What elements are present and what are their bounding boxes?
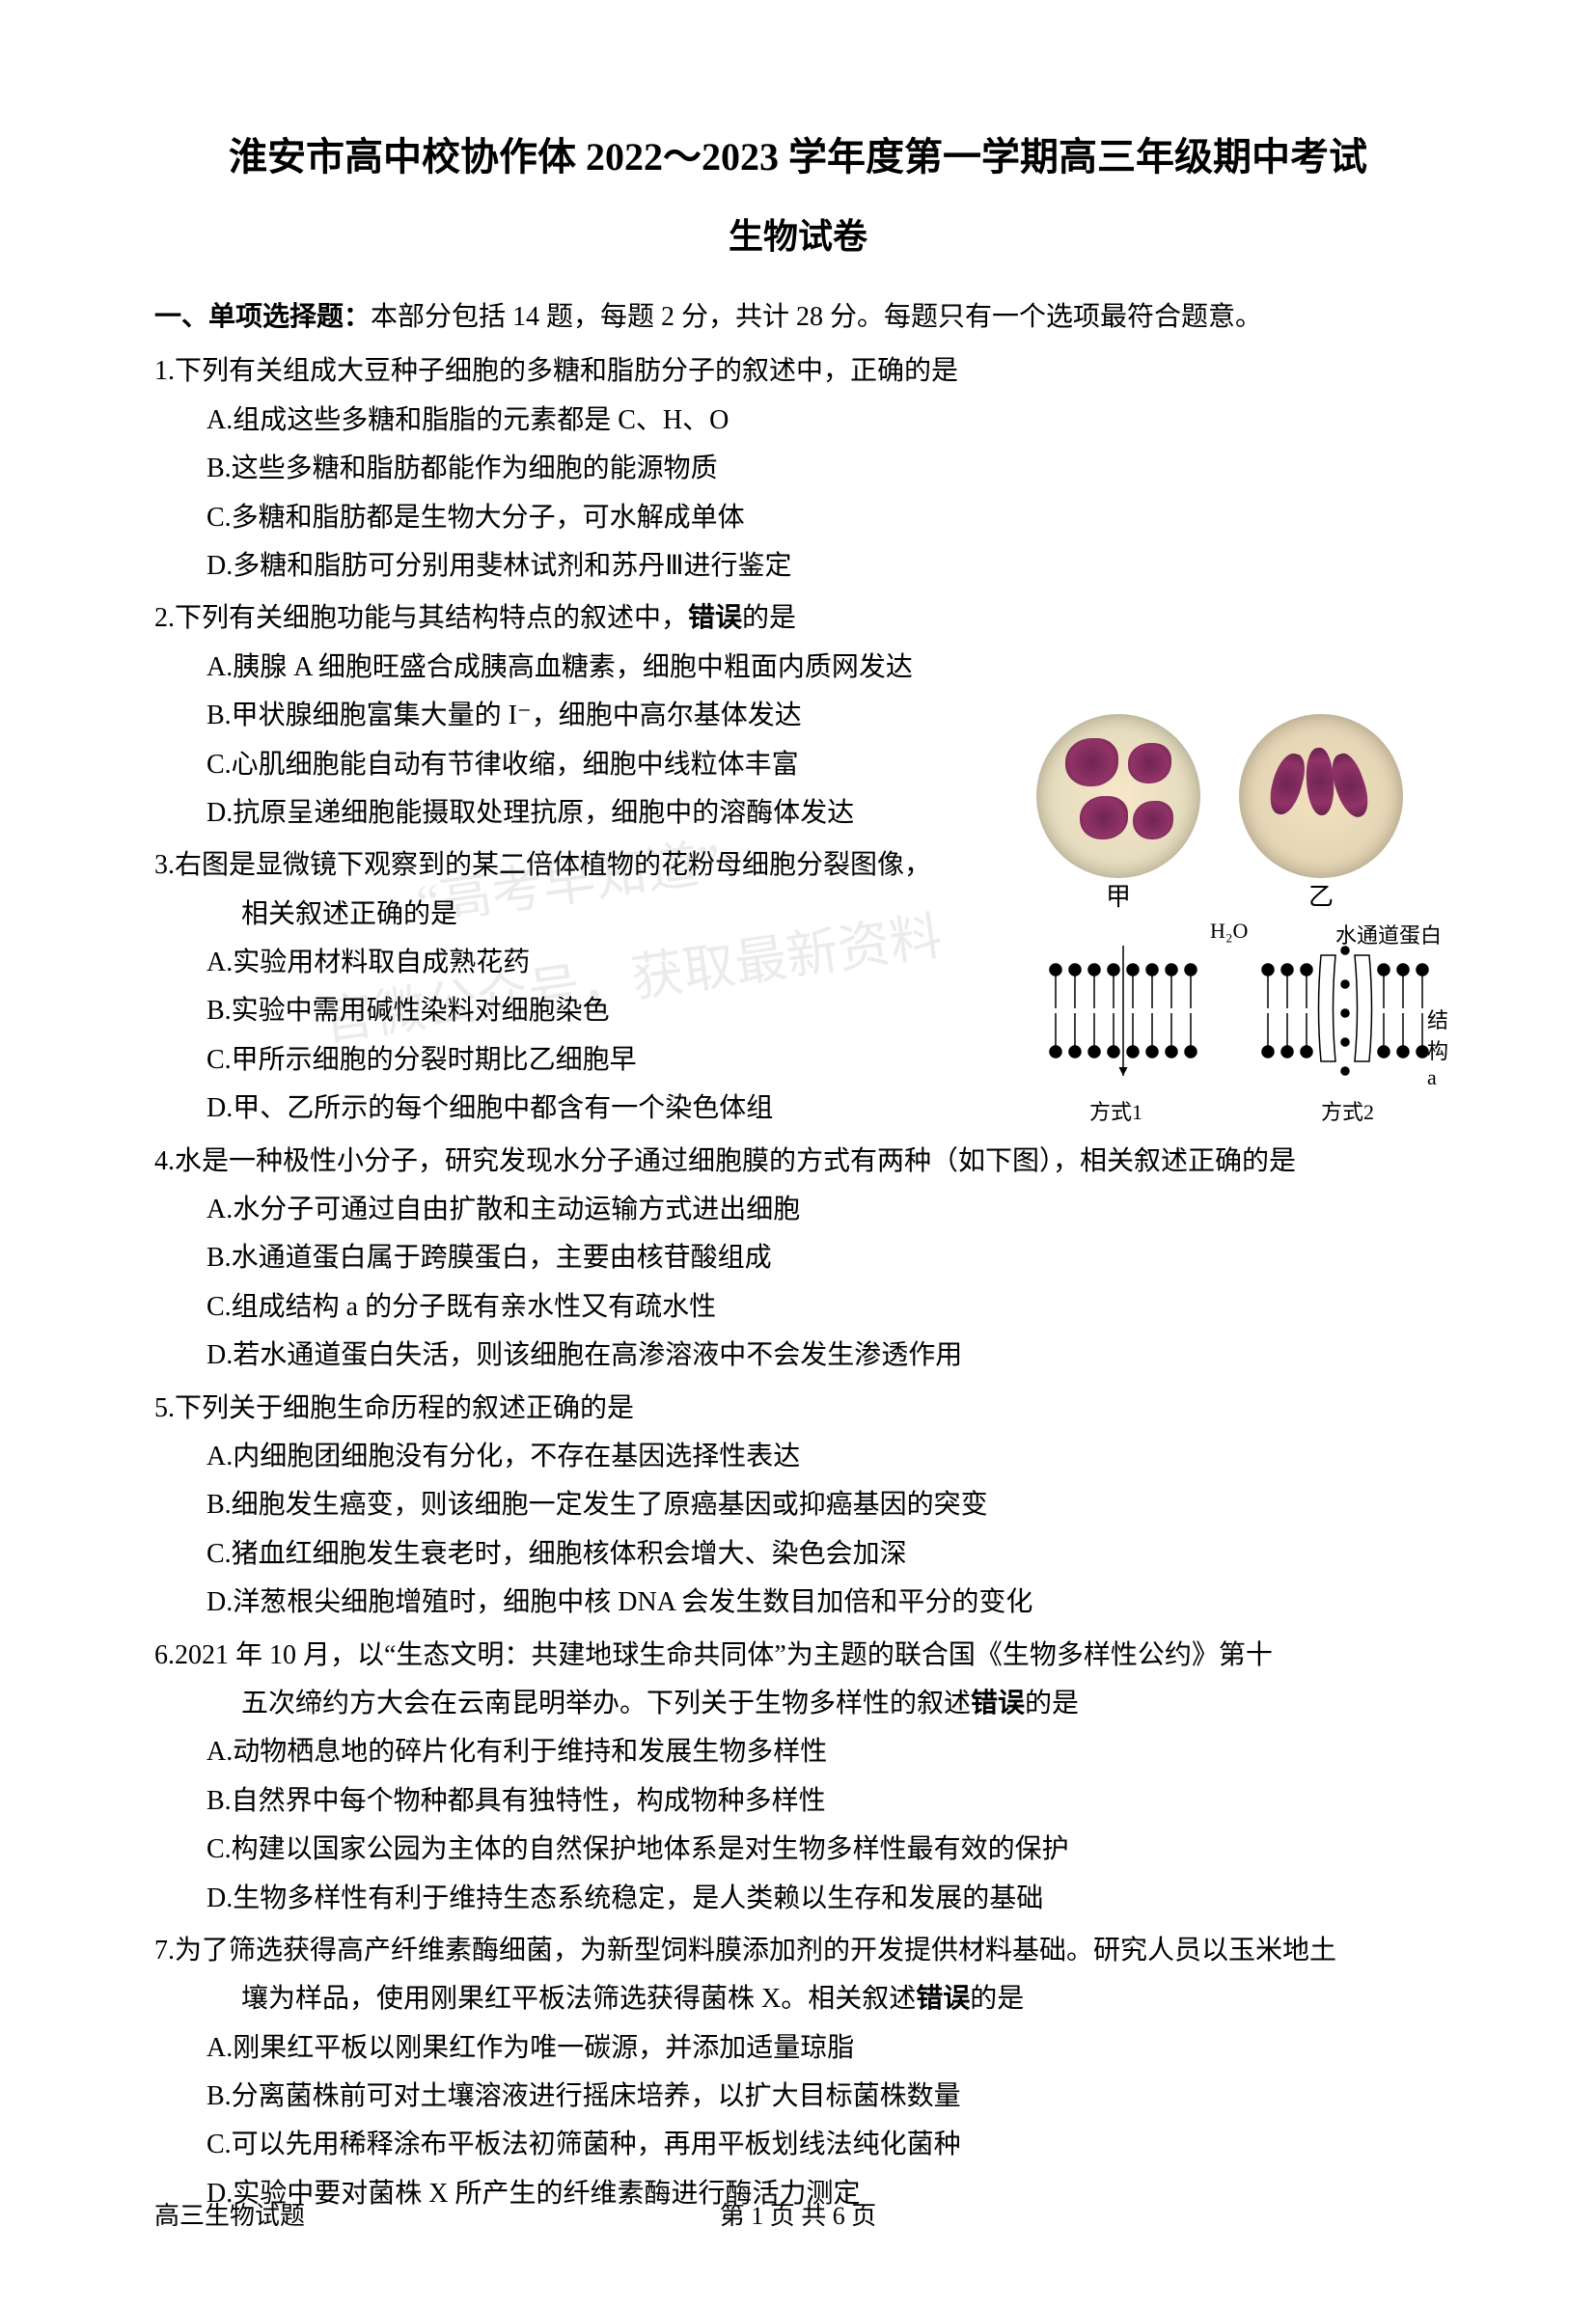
section-1-desc: 本部分包括 14 题，每题 2 分，共计 28 分。每题只有一个选项最符合题意。 [371,302,1262,332]
q2-stem-bold: 错误 [688,603,742,633]
section-1-label: 一、单项选择题： [154,302,371,332]
q5-opt-c: C.猪血红细胞发生衰老时，细胞核体积会增大、染色会加深 [154,1530,1442,1579]
question-4: 4.水是一种极性小分子，研究发现水分子通过细胞膜的方式有两种（如下图），相关叙述… [154,1138,1442,1381]
section-1-header: 一、单项选择题：本部分包括 14 题，每题 2 分，共计 28 分。每题只有一个… [154,293,1442,342]
label-method-1: 方式1 [1089,1095,1142,1126]
q2-stem: 2.下列有关细胞功能与其结构特点的叙述中，错误的是 [154,594,1442,643]
q6-stem3: 的是 [1025,1689,1079,1718]
q5-opt-a: A.内细胞团细胞没有分化，不存在基因选择性表达 [154,1433,1442,1481]
page-footer: 高三生物试题 第 1 页 共 6 页 [154,2196,1442,2232]
label-channel: 水通道蛋白 [1335,919,1442,949]
exam-title: 淮安市高中校协作体 2022～2023 学年度第一学期高三年级期中考试 [154,125,1442,181]
q5-opt-d: D.洋葱根尖细胞增殖时，细胞中核 DNA 会发生数目加倍和平分的变化 [154,1579,1442,1627]
q2-stem-a: 2.下列有关细胞功能与其结构特点的叙述中， [154,603,688,633]
figure-membrane: H₂O 水通道蛋白 结构a 方式1 方式2 [1036,917,1451,1129]
question-7: 7.为了筛选获得高产纤维素酶细菌，为新型饲料膜添加剂的开发提供材料基础。研究人员… [154,1927,1442,2218]
q5-stem: 5.下列关于细胞生命历程的叙述正确的是 [154,1385,1442,1433]
q6-opt-d: D.生物多样性有利于维持生态系统稳定，是人类赖以生存和发展的基础 [154,1875,1442,1923]
exam-subtitle: 生物试卷 [154,208,1442,259]
q6-stem2: 五次缔约方大会在云南昆明举办。下列关于生物多样性的叙述 [241,1689,971,1718]
q1-opt-b: B.这些多糖和脂肪都能作为细胞的能源物质 [154,445,1442,493]
q1-stem: 1.下列有关组成大豆种子细胞的多糖和脂肪分子的叙述中，正确的是 [154,347,1442,396]
q7-opt-c: C.可以先用稀释涂布平板法初筛菌种，再用平板划线法纯化菌种 [154,2121,1442,2169]
q6-stem2-wrap: 五次缔约方大会在云南昆明举办。下列关于生物多样性的叙述错误的是 [154,1680,1442,1728]
exam-page: 淮安市高中校协作体 2022～2023 学年度第一学期高三年级期中考试 生物试卷… [0,0,1596,2309]
q4-opt-a: A.水分子可通过自由扩散和主动运输方式进出细胞 [154,1186,1442,1234]
cell-image-yi [1239,714,1403,878]
question-5: 5.下列关于细胞生命历程的叙述正确的是 A.内细胞团细胞没有分化，不存在基因选择… [154,1385,1442,1628]
cell-label-jia: 甲 [1036,877,1200,913]
q7-opt-a: A.刚果红平板以刚果红作为唯一碳源，并添加适量琼脂 [154,2024,1442,2073]
q7-stem2: 壤为样品，使用刚果红平板法筛选获得菌株 X。相关叙述 [241,1984,916,2014]
q7-stem3: 的是 [970,1984,1024,2014]
question-6: 6.2021 年 10 月，以“生态文明：共建地球生命共同体”为主题的联合国《生… [154,1632,1442,1923]
q7-stem-bold: 错误 [916,1984,970,2014]
q4-opt-c: C.组成结构 a 的分子既有亲水性又有疏水性 [154,1283,1442,1332]
q1-opt-a: A.组成这些多糖和脂脂的元素都是 C、H、O [154,397,1442,445]
label-struct-a: 结构a [1427,1003,1451,1090]
q6-stem-bold: 错误 [971,1689,1025,1718]
q6-opt-c: C.构建以国家公园为主体的自然保护地体系是对生物多样性最有效的保护 [154,1826,1442,1874]
q4-stem: 4.水是一种极性小分子，研究发现水分子通过细胞膜的方式有两种（如下图），相关叙述… [154,1138,1442,1186]
q6-opt-b: B.自然界中每个物种都具有独特性，构成物种多样性 [154,1777,1442,1826]
q5-opt-b: B.细胞发生癌变，则该细胞一定发生了原癌基因或抑癌基因的突变 [154,1481,1442,1529]
q1-opt-c: C.多糖和脂肪都是生物大分子，可水解成单体 [154,494,1442,542]
footer-left: 高三生物试题 [154,2196,305,2232]
footer-center: 第 1 页 共 6 页 [720,2196,877,2232]
question-1: 1.下列有关组成大豆种子细胞的多糖和脂肪分子的叙述中，正确的是 A.组成这些多糖… [154,347,1442,591]
q7-stem1: 7.为了筛选获得高产纤维素酶细菌，为新型饲料膜添加剂的开发提供材料基础。研究人员… [154,1927,1442,1975]
cell-label-yi: 乙 [1239,877,1403,913]
figure-cells: 甲 乙 [1036,714,1451,878]
label-method-2: 方式2 [1321,1095,1374,1126]
label-h2o: H₂O [1210,919,1248,944]
q6-opt-a: A.动物栖息地的碎片化有利于维持和发展生物多样性 [154,1728,1442,1776]
q7-stem2-wrap: 壤为样品，使用刚果红平板法筛选获得菌株 X。相关叙述错误的是 [154,1975,1442,2023]
q1-opt-d: D.多糖和脂肪可分别用斐林试剂和苏丹Ⅲ进行鉴定 [154,542,1442,591]
cell-image-jia [1036,714,1200,878]
q4-opt-b: B.水通道蛋白属于跨膜蛋白，主要由核苷酸组成 [154,1234,1442,1282]
q7-opt-b: B.分离菌株前可对土壤溶液进行摇床培养，以扩大目标菌株数量 [154,2073,1442,2121]
q2-stem-b: 的是 [742,603,796,633]
q6-stem1: 6.2021 年 10 月，以“生态文明：共建地球生命共同体”为主题的联合国《生… [154,1632,1442,1680]
q4-opt-d: D.若水通道蛋白失活，则该细胞在高渗溶液中不会发生渗透作用 [154,1332,1442,1380]
q2-opt-a: A.胰腺 A 细胞旺盛合成胰高血糖素，细胞中粗面内质网发达 [154,644,1442,692]
